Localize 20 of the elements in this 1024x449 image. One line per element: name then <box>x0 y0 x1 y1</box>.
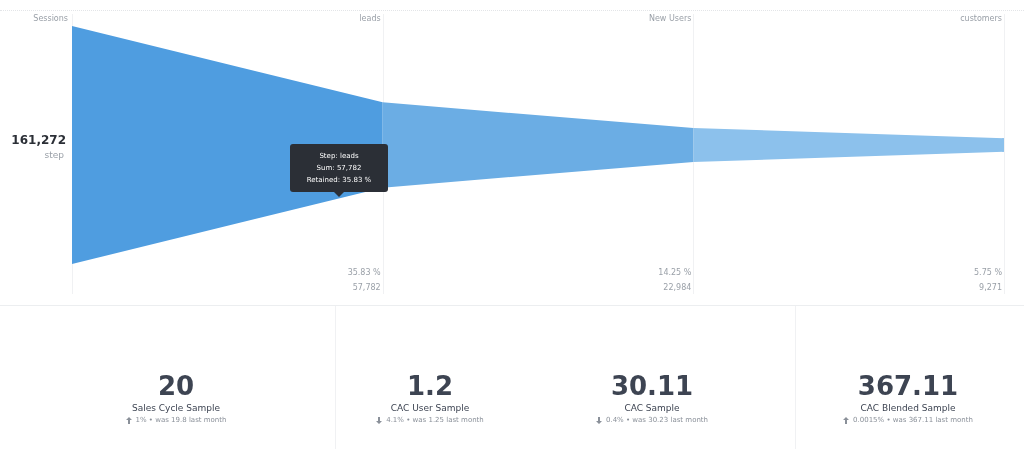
text: 20 <box>156 370 196 402</box>
data-label: 57,782 <box>352 283 381 292</box>
text: 35.83 % <box>347 268 381 277</box>
category-label: leads <box>359 14 381 23</box>
category-label: customers <box>960 14 1002 23</box>
text: 5.75 % <box>974 268 1002 277</box>
text: CAC User Sample <box>389 402 471 414</box>
text: 14.25 % <box>658 268 692 277</box>
text: CAC Sample <box>623 402 681 414</box>
text: Sales Cycle Sample <box>131 402 221 414</box>
data-label: 161,272 <box>11 133 66 147</box>
category-label: New Users <box>648 14 692 23</box>
text: 367.11 <box>856 370 960 402</box>
text: 1.2 <box>405 370 455 402</box>
data-label: 9,271 <box>979 283 1002 292</box>
text: 30.11 <box>609 370 695 402</box>
data-label: 22,984 <box>663 283 692 292</box>
text: step <box>44 150 64 160</box>
category-label: Sessions <box>33 14 68 23</box>
text: CAC Blended Sample <box>859 402 957 414</box>
